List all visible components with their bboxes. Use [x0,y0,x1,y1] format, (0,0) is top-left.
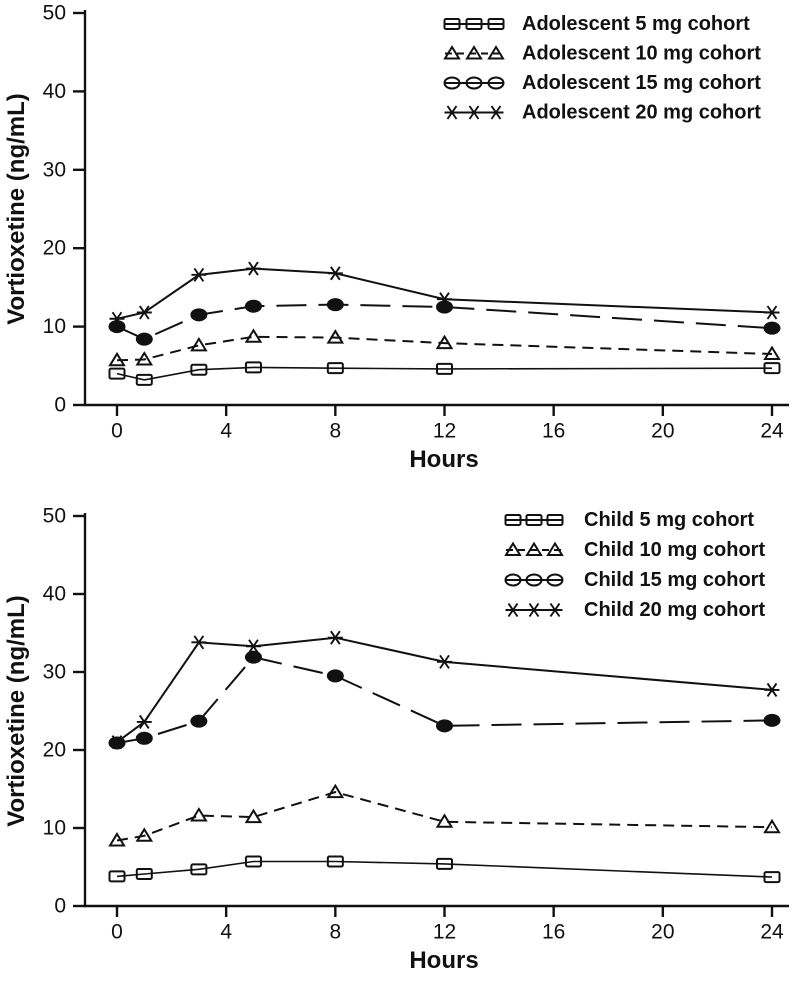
x-tick-label: 20 [651,419,674,442]
legend-label: Adolescent 20 mg cohort [522,102,761,124]
y-tick-label: 20 [43,237,66,260]
y-tick-label: 40 [43,80,66,103]
x-tick-label: 0 [111,419,123,442]
y-tick-label: 0 [54,394,66,417]
y-axis-title: Vortioxetine (ng/mL) [3,93,30,325]
y-tick-label: 10 [43,817,66,840]
legend-label: Child 10 mg cohort [584,539,765,561]
triangle-marker-icon [244,328,263,343]
y-tick-label: 0 [54,895,66,918]
series-line [116,656,773,744]
series-line [116,366,773,381]
y-tick-label: 40 [43,583,66,606]
legend-label: Child 20 mg cohort [584,599,765,621]
legend-label: Child 15 mg cohort [584,569,765,591]
y-tick-label: 10 [43,315,66,338]
x-tick-label: 12 [433,920,456,943]
axes [83,10,789,407]
x-tick-label: 24 [760,419,784,442]
x-tick-label: 20 [651,920,674,943]
x-axis-title: Hours [409,947,478,974]
legend-item: Adolescent 10 mg cohort [443,43,761,65]
legend-label: Child 5 mg cohort [584,509,754,531]
x-tick-label: 12 [433,419,456,442]
triangle-marker-icon [190,807,208,822]
series-line [116,860,773,878]
x-tick-label: 24 [760,920,784,943]
triangle-marker-icon [763,818,781,834]
x-tick-label: 16 [542,419,565,442]
series-line [116,636,773,744]
legend-item: Child 5 mg cohort [504,509,754,531]
square-marker-icon [108,367,126,380]
adolescent-pk-chart: 0 10 20 30 40 50 0 4 8 12 16 20 24 Vortioxetine (ng/m… [3,2,789,473]
series-square [108,855,781,884]
y-tick-label: 20 [43,739,66,762]
legend: Adolescent 5 mg cohort Adolescent 10 mg c… [443,13,761,124]
y-axis-title: Vortioxetine (ng/mL) [3,595,30,827]
series-triangle [108,783,781,847]
y-tick-label: 30 [43,158,66,181]
x-tick-label: 16 [542,920,565,943]
y-tick-label: 50 [43,505,66,528]
x-tick-label: 4 [220,920,232,943]
series-line [116,791,773,842]
series-star [109,630,780,750]
y-tick-label: 50 [43,2,66,25]
series-star [109,261,780,326]
triangle-marker-icon [326,783,345,799]
legend-item: Adolescent 5 mg cohort [443,13,750,35]
legend-label: Adolescent 15 mg cohort [522,72,761,94]
legend-item: Adolescent 15 mg cohort [443,72,761,94]
series-circle [108,650,781,750]
x-tick-label: 4 [220,419,232,442]
x-tick-label: 8 [329,419,341,442]
legend-label: Adolescent 5 mg cohort [522,13,750,35]
legend: Child 5 mg cohort Child 10 mg cohort Child… [504,509,765,621]
legend-item: Child 15 mg cohort [504,569,765,591]
legend-item: Child 10 mg cohort [504,539,765,561]
legend-item: Adolescent 20 mg cohort [444,102,761,124]
series-line [116,303,773,341]
series-square [108,361,781,386]
triangle-marker-icon [135,827,154,842]
square-marker-icon [135,373,153,386]
triangle-marker-icon [190,336,208,352]
legend-label: Adolescent 10 mg cohort [522,43,761,65]
star-marker-icon [109,735,125,750]
series-line [116,267,773,320]
series-triangle [108,328,781,367]
legend-item: Child 20 mg cohort [505,599,765,621]
x-axis-title: Hours [409,446,478,473]
child-pk-chart: 0 10 20 30 40 50 0 4 8 12 16 20 24 Vortioxetine (ng/m… [3,505,789,974]
y-tick-label: 30 [43,661,66,684]
x-tick-label: 8 [329,920,341,943]
series-line [116,335,773,362]
circle-marker-icon [135,332,153,346]
x-tick-label: 0 [111,920,123,943]
